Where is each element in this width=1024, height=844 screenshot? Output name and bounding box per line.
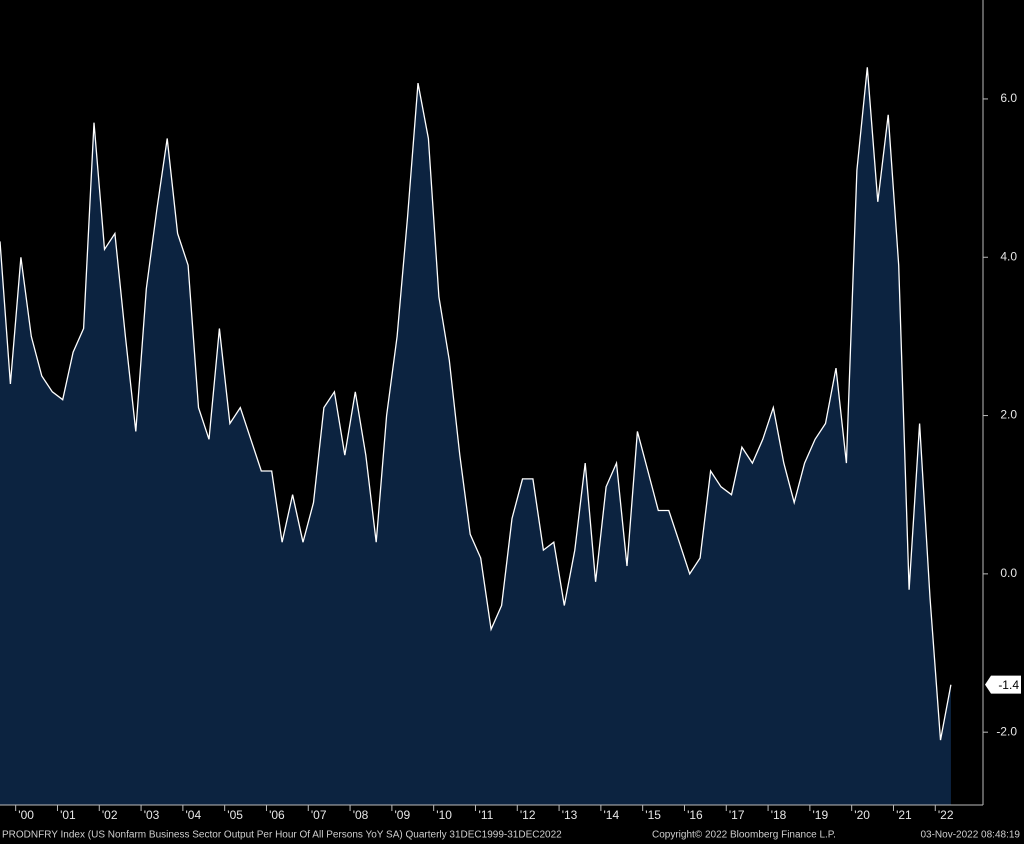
last-value-label: -1.4 — [998, 678, 1019, 692]
y-tick-label: 4.0 — [1000, 249, 1017, 263]
area — [0, 67, 951, 806]
last-value-box — [985, 675, 1021, 694]
x-tick-label: '15 — [645, 808, 661, 822]
x-tick-label: '11 — [479, 808, 494, 822]
y-tick-label: -2.0 — [996, 724, 1017, 738]
x-tick-label: '17 — [729, 808, 745, 822]
x-tick-label: '07 — [311, 808, 327, 822]
x-tick-label: '05 — [227, 808, 243, 822]
x-tick-label: '18 — [771, 808, 787, 822]
footer-description: PRODNFRY Index (US Nonfarm Business Sect… — [2, 830, 562, 841]
x-tick-label: '14 — [604, 808, 620, 822]
x-tick-label: '09 — [395, 808, 411, 822]
x-tick-label: '06 — [269, 808, 285, 822]
x-tick-label: '19 — [813, 808, 829, 822]
x-tick-label: '01 — [60, 808, 76, 822]
x-tick-label: '13 — [562, 808, 578, 822]
x-tick-label: '12 — [520, 808, 536, 822]
x-tick-label: '00 — [18, 808, 34, 822]
y-tick-label: 6.0 — [1000, 91, 1017, 105]
footer-timestamp: 03-Nov-2022 08:48:19 — [920, 830, 1020, 841]
x-tick-label: '08 — [353, 808, 369, 822]
x-tick-label: '04 — [186, 808, 202, 822]
x-tick-label: '02 — [102, 808, 118, 822]
footer-copyright: Copyright© 2022 Bloomberg Finance L.P. — [652, 830, 836, 841]
line — [0, 67, 952, 741]
x-tick-label: '03 — [144, 808, 160, 822]
x-tick-label: '16 — [687, 808, 703, 822]
y-tick-label: 2.0 — [1000, 408, 1017, 422]
x-tick-label: '20 — [854, 808, 870, 822]
y-tick-label: 0.0 — [1000, 566, 1017, 580]
x-tick-label: '10 — [436, 808, 452, 822]
x-tick-label: '22 — [938, 808, 954, 822]
x-tick-label: '21 — [896, 808, 912, 822]
